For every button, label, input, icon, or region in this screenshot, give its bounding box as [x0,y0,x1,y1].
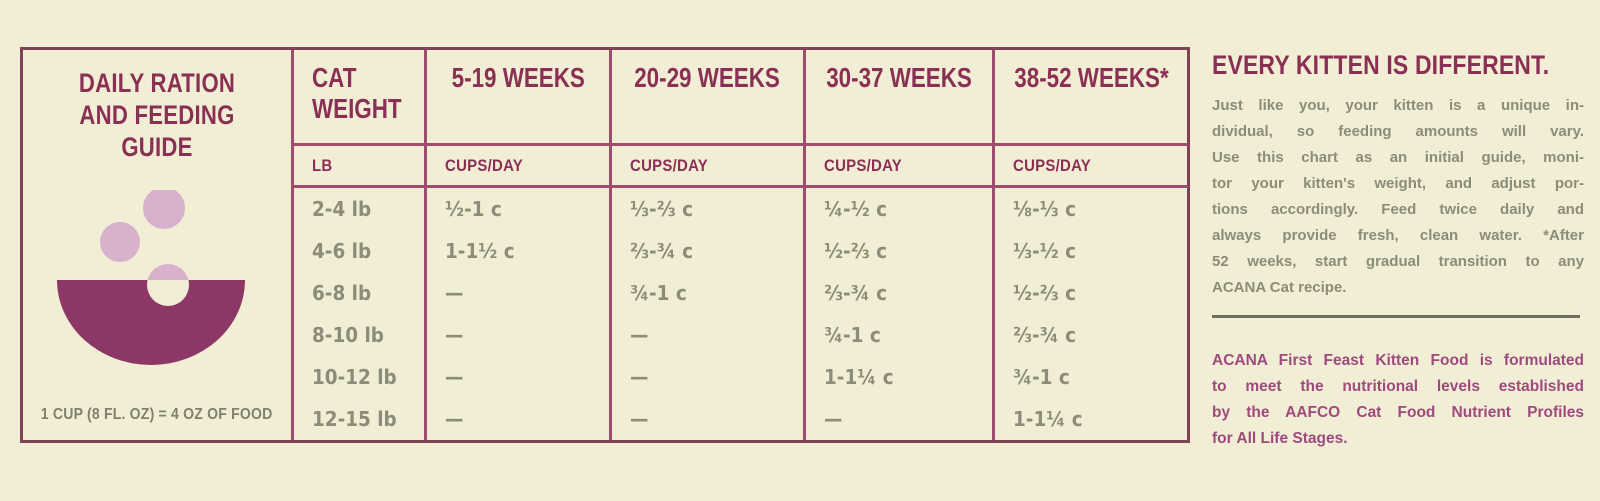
table-grid: CAT WEIGHT 5-19 WEEKS 20-29 WEEKS 30-37 … [294,50,1188,440]
table-subheader-row: LB CUPS/DAY CUPS/DAY CUPS/DAY CUPS/DAY [294,146,1188,188]
ration-cell: — [806,398,995,440]
table-row: 12-15 lb — — — 1-1¼ c [294,398,1188,440]
cup-conversion-note: 1 CUP (8 FL. OZ) = 4 OZ OF FOOD [41,406,273,423]
ration-cell: — [427,398,612,440]
subheader-cups-day-4: CUPS/DAY [1013,155,1092,175]
kibble-circle-left [100,221,140,262]
col-header-cat-weight: CAT WEIGHT [294,50,427,143]
col-header-20-29-weeks: 20-29 WEEKS [612,50,806,143]
ration-cell: ⅓-⅔ c [612,188,806,230]
ration-cell: — [612,314,806,356]
table-row: 4-6 lb 1-1½ c ⅔-¾ c ½-⅔ c ⅓-½ c [294,230,1188,272]
table-row: 8-10 lb — — ¾-1 c ⅔-¾ c [294,314,1188,356]
info-heading: EVERY KITTEN IS DIFFERENT. [1212,50,1550,80]
weight-cell: 10-12 lb [294,356,427,398]
col-header-38-52-weeks: 38-52 WEEKS* [1014,62,1169,93]
divider-line [1212,315,1580,318]
ration-cell: — [612,398,806,440]
ration-cell: ⅛-⅓ c [1013,197,1077,221]
ration-cell: ½-⅔ c [1013,281,1077,305]
table-title-cell: DAILY RATION AND FEEDING GUIDE 1 CUP (8 … [23,50,294,440]
kibble-cutout [147,279,189,306]
ration-cell: ⅔-¾ c [1013,323,1077,347]
feeding-table: DAILY RATION AND FEEDING GUIDE 1 CUP (8 … [20,47,1190,443]
table-row: 6-8 lb — ¾-1 c ⅔-¾ c ½-⅔ c [294,272,1188,314]
weight-cell: 12-15 lb [294,398,427,440]
ration-cell: ½-⅔ c [806,230,995,272]
table-row: 10-12 lb — — 1-1¼ c ¾-1 c [294,356,1188,398]
col-header-30-37-weeks: 30-37 WEEKS [806,50,995,143]
weight-cell: 2-4 lb [294,188,427,230]
weight-cell: 6-8 lb [294,272,427,314]
ration-cell: ⅓-½ c [1013,239,1077,263]
kibble-circle-top [143,189,185,229]
aafco-statement: ACANA First Feast Kitten Food is formula… [1212,352,1584,447]
subheader-cups-day-3: CUPS/DAY [806,146,995,185]
ration-cell: — [427,356,612,398]
ration-cell: ¾-1 c [612,272,806,314]
col-header-5-19-weeks: 5-19 WEEKS [427,50,612,143]
bowl-shape [57,279,245,365]
ration-cell: ¾-1 c [806,314,995,356]
table-title: DAILY RATION AND FEEDING GUIDE [78,68,236,162]
table-row: 2-4 lb ½-1 c ⅓-⅔ c ¼-½ c ⅛-⅓ c [294,188,1188,230]
ration-cell: 1-1¼ c [806,356,995,398]
ration-cell: — [612,356,806,398]
ration-cell: ⅔-¾ c [806,272,995,314]
ration-cell: — [427,314,612,356]
ration-cell: ¼-½ c [806,188,995,230]
ration-cell: 1-1½ c [427,230,612,272]
subheader-lb: LB [294,146,427,185]
weight-cell: 4-6 lb [294,230,427,272]
food-bowl-illustration [57,189,245,365]
subheader-cups-day-2: CUPS/DAY [612,146,806,185]
ration-cell: 1-1¼ c [1013,407,1083,431]
ration-cell: ⅔-¾ c [612,230,806,272]
info-paragraph: Just like you, your kitten is a unique i… [1212,97,1584,296]
ration-cell: ¾-1 c [1013,365,1070,389]
ration-cell: ½-1 c [427,188,612,230]
subheader-cups-day-1: CUPS/DAY [427,146,612,185]
info-panel: EVERY KITTEN IS DIFFERENT. Just like you… [1212,50,1584,452]
ration-cell: — [427,272,612,314]
weight-cell: 8-10 lb [294,314,427,356]
table-header-row: CAT WEIGHT 5-19 WEEKS 20-29 WEEKS 30-37 … [294,50,1188,146]
